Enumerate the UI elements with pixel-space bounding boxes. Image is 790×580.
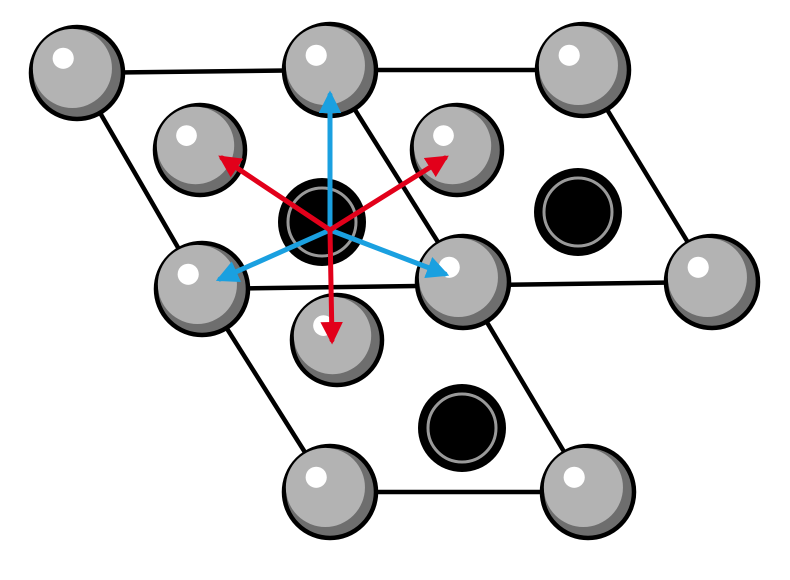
vacancy-hole [418, 384, 506, 472]
lattice-atom [281, 443, 379, 541]
lattice-atoms [28, 21, 761, 541]
interstitial-atom [289, 292, 385, 388]
interstitial-atom [152, 102, 248, 198]
lattice-atom [28, 24, 126, 122]
red-arrow [320, 227, 343, 345]
lattice-atom [663, 233, 761, 331]
lattice-atom [414, 233, 512, 331]
interstitial-atom [409, 102, 505, 198]
lattice-atom [281, 21, 379, 119]
vacancy-hole [534, 168, 622, 256]
displacement-arrows [215, 90, 450, 345]
lattice-atom [539, 443, 637, 541]
red-arrow [327, 155, 449, 233]
lattice-atom [534, 21, 632, 119]
red-arrow [218, 155, 333, 233]
blue-arrow [327, 227, 450, 279]
blue-arrow [215, 227, 333, 282]
lattice-atom [153, 240, 251, 338]
